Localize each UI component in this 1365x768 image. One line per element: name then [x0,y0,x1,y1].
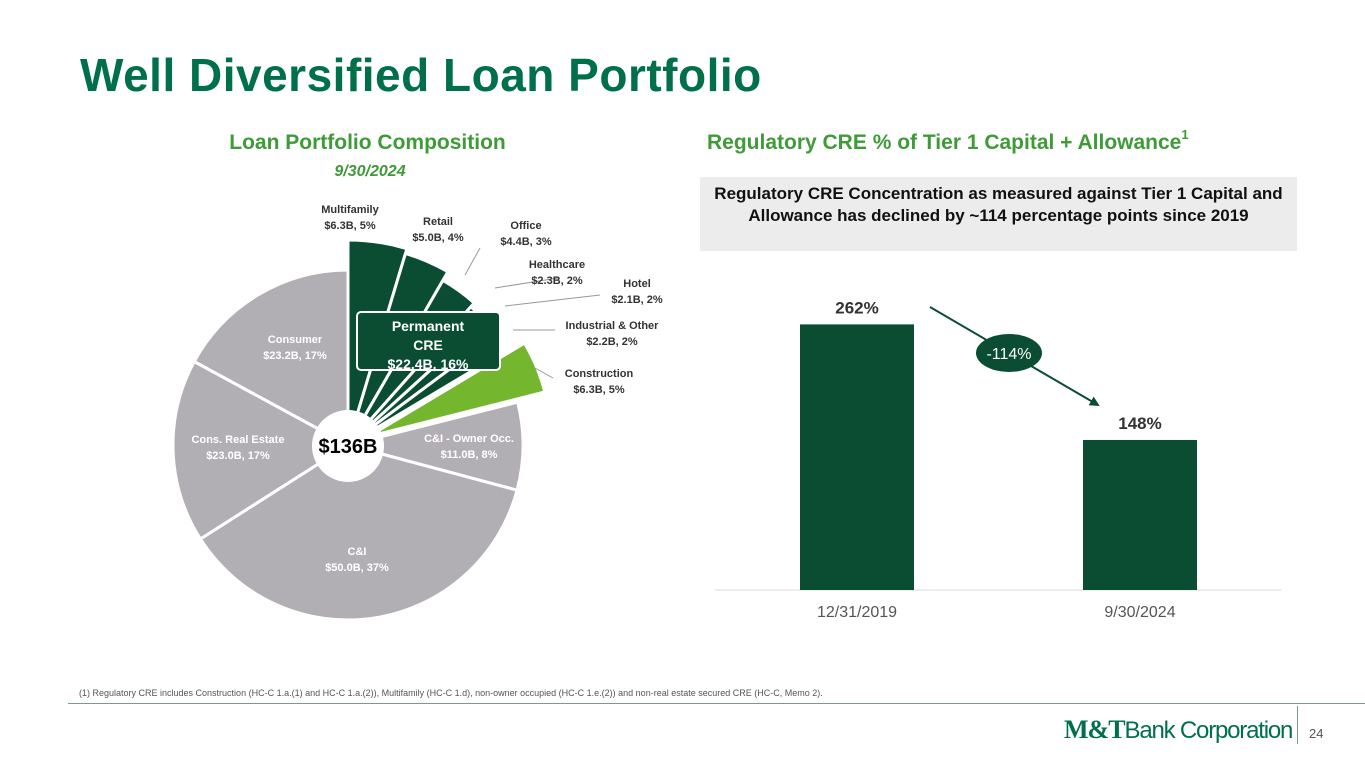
page-number: 24 [1309,726,1324,741]
pie-slice-consumer [192,268,350,447]
slice-label-name: C&I - Owner Occ. [424,433,514,445]
slice-label-value: $50.0B, 37% [325,562,389,574]
slice-label-name: Consumer [268,334,323,346]
slice-label-value: $5.0B, 4% [412,232,464,244]
leader-line [494,277,559,289]
pie-center-total: $136B [319,436,378,458]
slice-label-name: C&I [348,546,367,558]
slice-label-value: $2.2B, 2% [586,336,638,348]
leader-line [464,247,481,276]
slice-label-value: $23.0B, 17% [206,450,270,462]
slice-label-value: $6.3B, 5% [573,384,625,396]
permanent-cre-badge [356,311,501,371]
bar-value-label: 148% [1118,414,1161,433]
change-badge-label: -114% [986,346,1031,363]
x-tick-label: 9/30/2024 [1104,604,1175,621]
bar-1 [1083,439,1197,590]
slice-label-value: $4.4B, 3% [500,236,552,248]
callout-box: Regulatory CRE Concentration as measured… [700,177,1297,251]
page-title: Well Diversified Loan Portfolio [80,49,762,101]
slice-label-name: Industrial & Other [566,320,660,332]
footnote-marker: 1 [1181,127,1189,142]
slice-label-name: Retail [423,216,453,228]
footnote: (1) Regulatory CRE includes Construction… [79,688,823,698]
leader-line [504,294,601,307]
bar-value-label: 262% [835,298,878,317]
pie-center-hole [312,410,384,482]
slice-label-name: Cons. Real Estate [192,434,285,446]
company-logo: M&TBank Corporation [1064,715,1293,744]
slice-label-value: $23.2B, 17% [263,350,327,362]
change-badge [976,334,1042,372]
leader-line [534,367,554,379]
slice-label-name: Healthcare [529,259,585,271]
slice-label-name: Construction [565,368,634,380]
slice-label-name: Office [510,220,541,232]
slice-label-name: Multifamily [321,204,379,216]
footer-divider [68,703,1365,704]
permanent-cre-label: Permanent [392,318,465,334]
footer-separator [1297,706,1298,744]
pie-slice-cons-real-estate [171,360,350,541]
bar-0 [800,324,914,590]
permanent-cre-label: CRE [413,337,443,353]
bar-chart-title: Regulatory CRE % of Tier 1 Capital + All… [707,127,1189,154]
pie-chart-title: Loan Portfolio Composition [229,131,506,154]
slice-label-value: $2.3B, 2% [531,275,583,287]
slice-label-name: Hotel [623,278,651,290]
slice-label-value: $11.0B, 8% [441,449,498,461]
pie-chart-date: 9/30/2024 [334,163,406,180]
pie-slice-c-i-owner-occ- [346,400,525,492]
slice-label-value: $6.3B, 5% [324,220,376,232]
permanent-cre-label: $22.4B, 16% [388,356,469,372]
x-tick-label: 12/31/2019 [817,604,897,621]
slice-label-value: $2.1B, 2% [611,294,663,306]
